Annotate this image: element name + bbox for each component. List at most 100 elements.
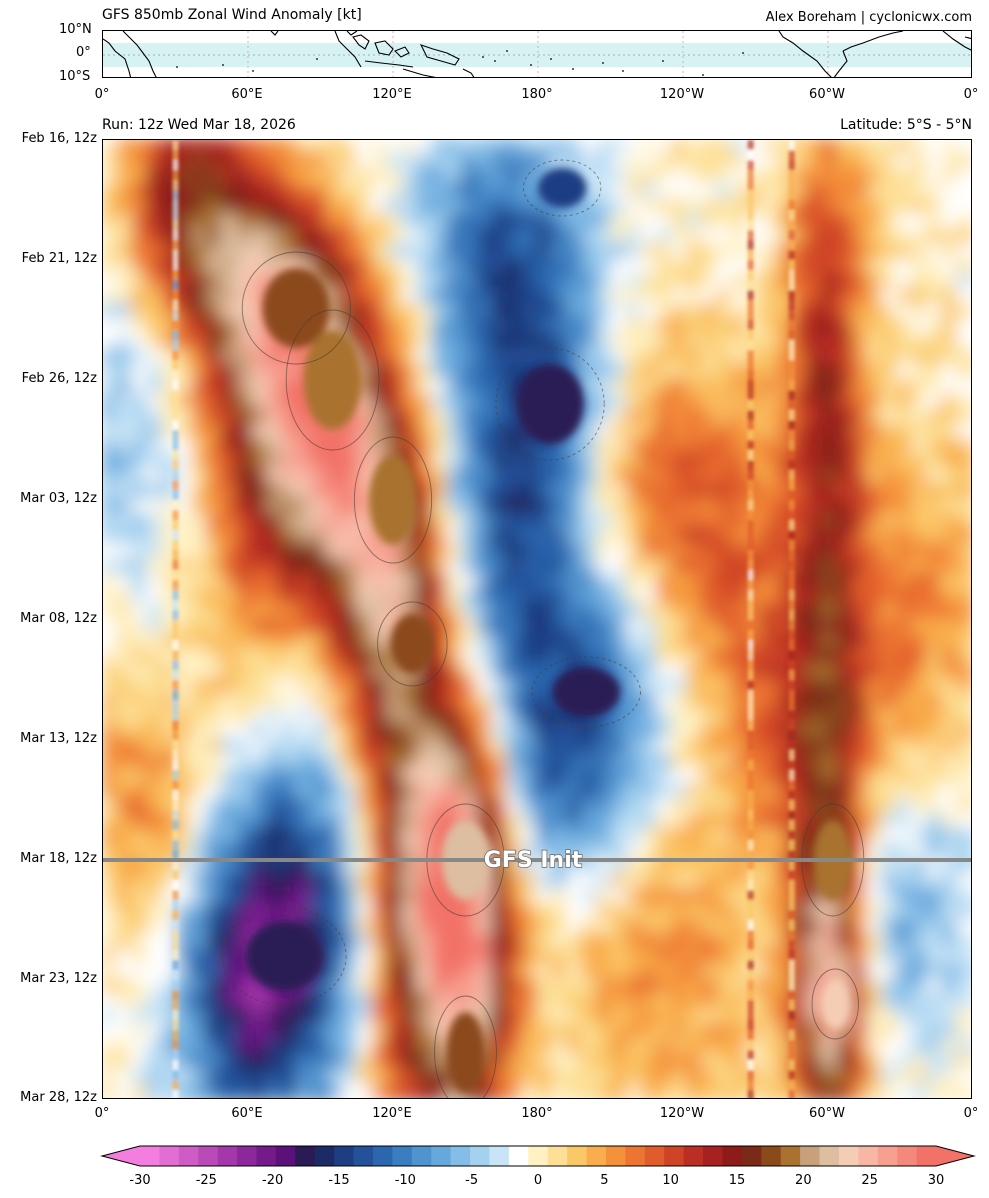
heatmap-cell [521,738,540,757]
heatmap-cell [731,318,750,337]
heatmap-cell [206,993,225,1012]
heatmap-cell [716,378,735,397]
heatmap-cell [206,168,225,187]
heatmap-cell [191,933,210,952]
heatmap-cell [941,213,960,232]
heatmap-cell [671,993,690,1012]
anomaly-core [245,921,323,991]
heatmap-cell [401,843,420,862]
heatmap-cell [611,423,630,442]
heatmap-cell [851,1023,870,1042]
heatmap-cell [656,708,675,727]
heatmap-cell [401,1053,420,1072]
heatmap-cell [821,318,840,337]
heatmap-cell [103,798,120,817]
heatmap-cell [791,243,810,262]
heatmap-cell [821,378,840,397]
heatmap-cell [671,498,690,517]
heatmap-cell [536,288,555,307]
heatmap-cell [491,678,510,697]
heatmap-cell [356,618,375,637]
heatmap-cell [791,348,810,367]
heatmap-cell [221,708,240,727]
stripe-cell [747,310,754,320]
colorbar-tick-label: -10 [394,1173,416,1188]
heatmap-cell [521,858,540,877]
stripe-cell [788,880,795,890]
heatmap-cell [116,873,135,892]
heatmap-cell [521,798,540,817]
heatmap-cell [476,648,495,667]
heatmap-cell [446,393,465,412]
heatmap-cell [236,1038,255,1057]
heatmap-cell [311,258,330,277]
heatmap-cell [311,648,330,667]
stripe-cell [172,590,179,600]
heatmap-cell [521,573,540,592]
heatmap-cell [671,903,690,922]
heatmap-cell [656,873,675,892]
heatmap-cell [536,843,555,862]
heatmap-cell [656,888,675,907]
heatmap-cell [266,1068,285,1087]
heatmap-cell [911,423,930,442]
heatmap-cell [431,1068,450,1087]
heatmap-cell [131,918,150,937]
heatmap-cell [911,393,930,412]
heatmap-cell [701,318,720,337]
heatmap-cell [851,393,870,412]
heatmap-cell [401,738,420,757]
heatmap-cell [566,543,585,562]
heatmap-cell [941,618,960,637]
heatmap-cell [131,858,150,877]
heatmap-cell [431,708,450,727]
heatmap-cell [401,978,420,997]
heatmap-cell [881,678,900,697]
stripe-cell [172,380,179,390]
heatmap-cell [821,303,840,322]
heatmap-cell [926,933,945,952]
heatmap-cell [131,663,150,682]
heatmap-cell [446,543,465,562]
heatmap-cell [551,618,570,637]
heatmap-cell [521,1068,540,1087]
heatmap-cell [251,453,270,472]
heatmap-cell [866,978,885,997]
heatmap-cell [926,243,945,262]
heatmap-cell [836,1083,855,1098]
heatmap-cell [641,558,660,577]
heatmap-cell [671,963,690,982]
heatmap-cell [656,288,675,307]
heatmap-cell [896,498,915,517]
heatmap-cell [716,318,735,337]
heatmap-cell [956,273,971,292]
heatmap-cell [761,558,780,577]
heatmap-cell [506,153,525,172]
heatmap-cell [761,198,780,217]
heatmap-cell [851,888,870,907]
heatmap-cell [551,483,570,502]
heatmap-cell [506,333,525,352]
heatmap-cell [131,243,150,262]
heatmap-cell [791,813,810,832]
heatmap-cell [221,1083,240,1098]
heatmap-cell [431,648,450,667]
heatmap-cell [596,888,615,907]
heatmap-cell [371,258,390,277]
colorbar-over-arrow [936,1146,974,1166]
heatmap-cell [311,1083,330,1098]
heatmap-cell [491,618,510,637]
heatmap-cell [671,1053,690,1072]
heatmap-cell [596,333,615,352]
heatmap-cell [626,1038,645,1057]
heatmap-cell [701,498,720,517]
stripe-cell [172,700,179,710]
map-lon-tick: 180° [521,87,553,102]
heatmap-cell [476,348,495,367]
heatmap-cell [116,348,135,367]
heatmap-cell [941,543,960,562]
heatmap-cell [131,168,150,187]
heatmap-cell [941,528,960,547]
heatmap-cell [266,378,285,397]
heatmap-cell [386,213,405,232]
